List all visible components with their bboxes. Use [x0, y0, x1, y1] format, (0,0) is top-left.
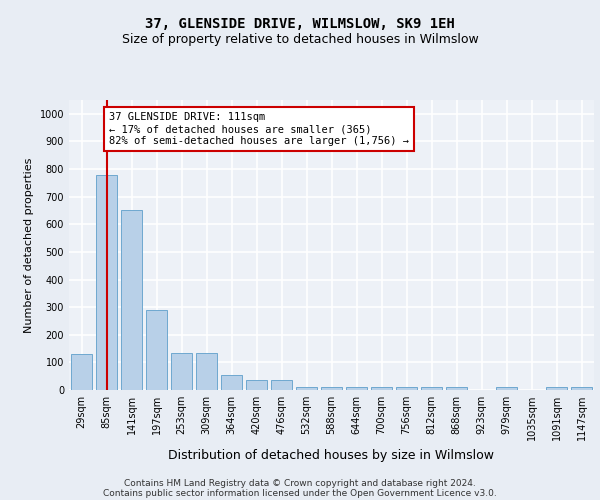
Bar — [571, 386, 592, 390]
Bar — [71, 354, 92, 390]
Bar — [371, 386, 392, 390]
Bar — [321, 386, 342, 390]
Bar — [496, 386, 517, 390]
Bar — [296, 386, 317, 390]
X-axis label: Distribution of detached houses by size in Wilmslow: Distribution of detached houses by size … — [169, 448, 494, 462]
Text: 37, GLENSIDE DRIVE, WILMSLOW, SK9 1EH: 37, GLENSIDE DRIVE, WILMSLOW, SK9 1EH — [145, 18, 455, 32]
Bar — [346, 386, 367, 390]
Bar — [246, 380, 267, 390]
Bar — [221, 375, 242, 390]
Bar — [271, 380, 292, 390]
Text: Size of property relative to detached houses in Wilmslow: Size of property relative to detached ho… — [122, 32, 478, 46]
Bar — [546, 386, 567, 390]
Bar — [96, 174, 117, 390]
Text: 37 GLENSIDE DRIVE: 111sqm
← 17% of detached houses are smaller (365)
82% of semi: 37 GLENSIDE DRIVE: 111sqm ← 17% of detac… — [109, 112, 409, 146]
Bar — [446, 386, 467, 390]
Bar — [421, 386, 442, 390]
Bar — [196, 352, 217, 390]
Bar — [121, 210, 142, 390]
Y-axis label: Number of detached properties: Number of detached properties — [24, 158, 34, 332]
Text: Contains HM Land Registry data © Crown copyright and database right 2024.: Contains HM Land Registry data © Crown c… — [124, 478, 476, 488]
Text: Contains public sector information licensed under the Open Government Licence v3: Contains public sector information licen… — [103, 488, 497, 498]
Bar — [171, 352, 192, 390]
Bar — [146, 310, 167, 390]
Bar — [396, 386, 417, 390]
